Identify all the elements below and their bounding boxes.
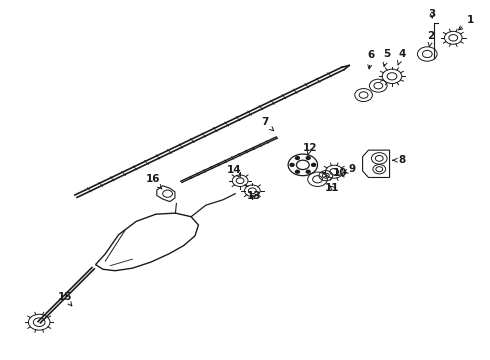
Circle shape bbox=[295, 157, 299, 159]
Text: 5: 5 bbox=[383, 49, 391, 67]
Circle shape bbox=[306, 157, 310, 159]
Text: 11: 11 bbox=[325, 183, 340, 193]
Text: 13: 13 bbox=[246, 191, 261, 201]
Text: 7: 7 bbox=[261, 117, 273, 131]
Circle shape bbox=[290, 163, 294, 166]
Text: 4: 4 bbox=[397, 49, 406, 65]
Circle shape bbox=[295, 170, 299, 173]
Circle shape bbox=[306, 170, 310, 173]
Text: 15: 15 bbox=[57, 292, 72, 306]
Circle shape bbox=[312, 163, 316, 166]
Text: 10: 10 bbox=[333, 168, 348, 178]
Text: 14: 14 bbox=[227, 165, 242, 178]
Text: 8: 8 bbox=[392, 155, 405, 165]
Text: 6: 6 bbox=[368, 50, 375, 69]
Text: 16: 16 bbox=[146, 174, 162, 189]
Text: 12: 12 bbox=[302, 143, 317, 156]
Text: 9: 9 bbox=[344, 164, 355, 174]
Text: 2: 2 bbox=[428, 31, 435, 47]
Text: 1: 1 bbox=[459, 15, 474, 30]
Text: 3: 3 bbox=[429, 9, 436, 19]
